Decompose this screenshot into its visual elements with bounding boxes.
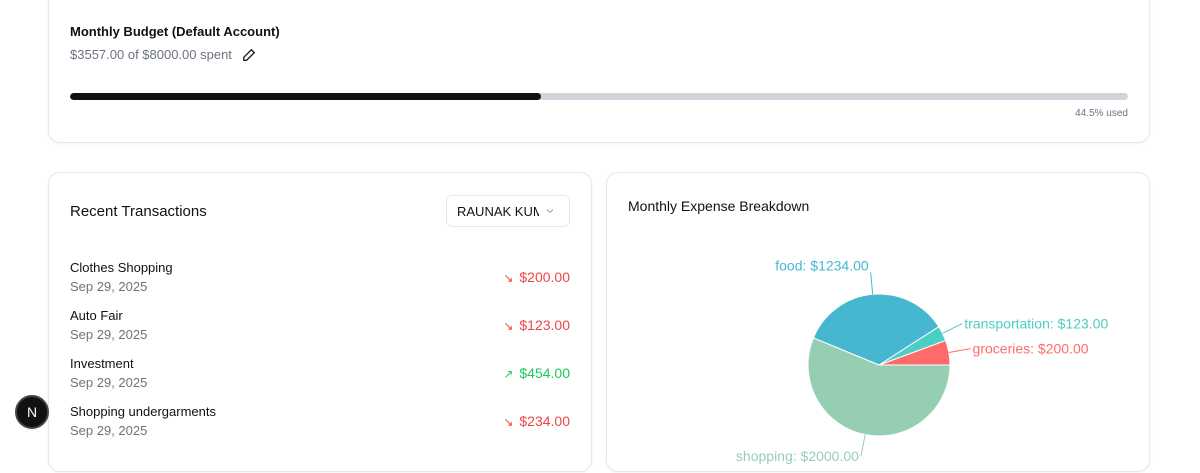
arrow-down-right-icon: ↘ [503, 271, 514, 285]
transactions-title: Recent Transactions [70, 203, 207, 220]
budget-progress-bar [70, 93, 1128, 100]
label-line [948, 348, 971, 354]
arrow-down-right-icon: ↘ [503, 319, 514, 333]
chevron-down-icon [546, 209, 554, 214]
amount-value: $123.00 [519, 317, 570, 333]
budget-used-label: 44.5% used [1075, 108, 1128, 119]
badge-label: N [26, 404, 38, 420]
transaction-date: Sep 29, 2025 [70, 423, 148, 438]
pencil-icon[interactable] [242, 48, 256, 62]
transaction-amount: ↗ $454.00 [503, 365, 570, 381]
transaction-row[interactable]: Shopping undergarments Sep 29, 2025 ↘ $23… [70, 404, 570, 444]
transaction-date: Sep 29, 2025 [70, 327, 148, 342]
transaction-row[interactable]: Clothes Shopping Sep 29, 2025 ↘ $200.00 [70, 260, 570, 300]
arrow-down-right-icon: ↘ [503, 415, 514, 429]
pie-label: shopping: $2000.00 [736, 448, 859, 464]
transaction-row[interactable]: Investment Sep 29, 2025 ↗ $454.00 [70, 356, 570, 396]
label-line [942, 323, 963, 334]
transaction-amount: ↘ $123.00 [503, 317, 570, 333]
label-line [870, 272, 874, 295]
transaction-date: Sep 29, 2025 [70, 279, 148, 294]
transaction-amount: ↘ $200.00 [503, 269, 570, 285]
pie-chart: groceries: $200.00 transportation: $123.0… [736, 257, 1109, 464]
amount-value: $200.00 [519, 269, 570, 285]
budget-progress-fill [70, 93, 541, 100]
label-line [860, 434, 866, 457]
transaction-name: Shopping undergarments [70, 404, 216, 419]
budget-spent: $3557.00 of $8000.00 spent [70, 47, 232, 62]
account-select-value: RAUNAK KUMAR [457, 203, 539, 219]
transaction-name: Investment [70, 356, 134, 371]
budget-title: Monthly Budget (Default Account) [70, 24, 280, 39]
arrow-up-right-icon: ↗ [503, 367, 514, 381]
recent-transactions-card: Recent Transactions RAUNAK KUMAR Clothes… [48, 172, 592, 472]
budget-summary: $3557.00 of $8000.00 spent [70, 47, 256, 62]
transaction-row[interactable]: Auto Fair Sep 29, 2025 ↘ $123.00 [70, 308, 570, 348]
transaction-name: Auto Fair [70, 308, 123, 323]
transaction-date: Sep 29, 2025 [70, 375, 148, 390]
chart-title: Monthly Expense Breakdown [628, 198, 810, 214]
amount-value: $454.00 [519, 365, 570, 381]
pie-label: groceries: $200.00 [973, 341, 1089, 357]
account-select[interactable]: RAUNAK KUMAR [446, 195, 570, 227]
amount-value: $234.00 [519, 413, 570, 429]
budget-card: Monthly Budget (Default Account) $3557.0… [48, 0, 1150, 143]
pie-label: transportation: $123.00 [964, 316, 1108, 332]
pie-slice-food[interactable] [812, 293, 940, 366]
expense-breakdown-card: Monthly Expense Breakdown groceries: $20… [606, 172, 1150, 472]
transaction-amount: ↘ $234.00 [503, 413, 570, 429]
nextjs-dev-badge[interactable]: N [15, 395, 49, 429]
pie-label: food: $1234.00 [775, 257, 869, 273]
transaction-name: Clothes Shopping [70, 260, 173, 275]
